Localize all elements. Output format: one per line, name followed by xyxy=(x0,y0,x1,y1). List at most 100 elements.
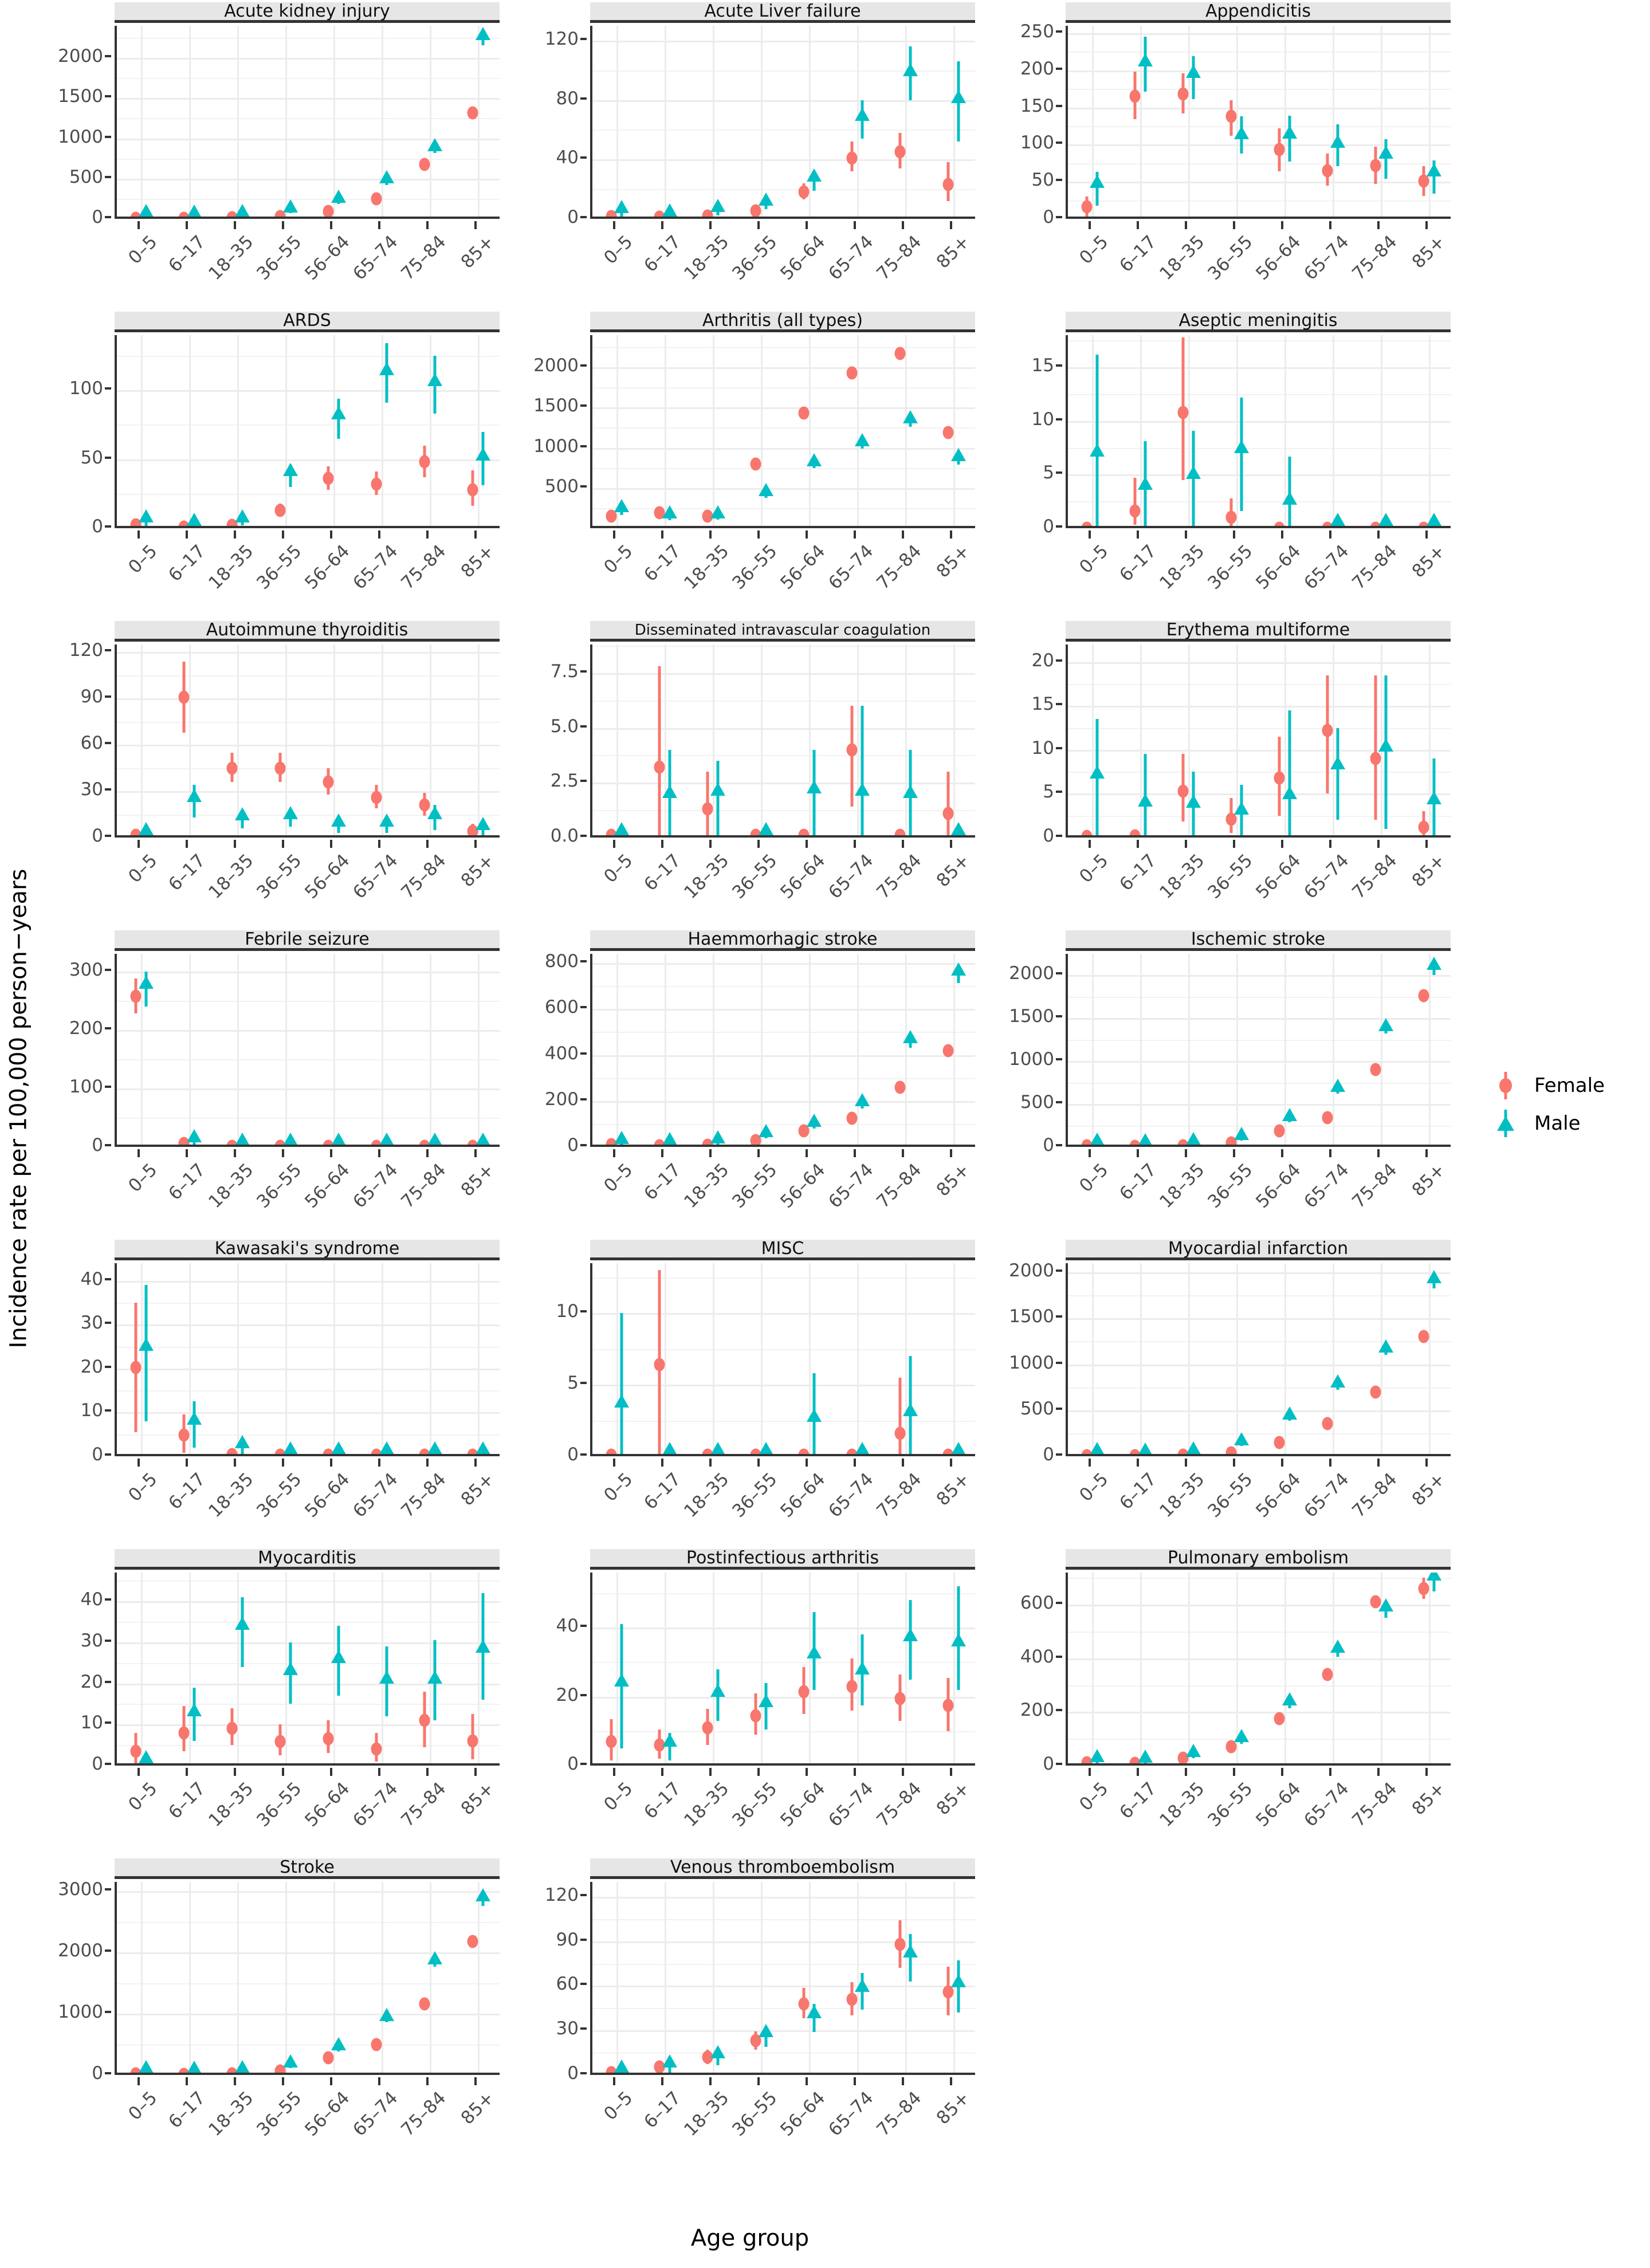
gridline-vertical xyxy=(1333,335,1334,526)
gridline-vertical xyxy=(1429,954,1431,1145)
gridline-vertical xyxy=(237,1573,239,1763)
gridline-vertical xyxy=(616,644,618,835)
gridline xyxy=(117,652,500,654)
gridline xyxy=(117,1642,500,1644)
x-tick-label: 56–64 xyxy=(1252,1469,1305,1522)
gridline-minor xyxy=(117,1000,500,1002)
y-tick-mark xyxy=(1056,659,1062,662)
gridline-vertical xyxy=(1140,1263,1142,1454)
data-point-male xyxy=(331,813,346,827)
x-tick-label: 85+ xyxy=(457,2088,498,2129)
y-tick-mark xyxy=(105,1409,111,1412)
gridline-minor xyxy=(592,1963,975,1965)
data-point-male xyxy=(807,1645,822,1659)
x-axis-labels: 0–5 6–17 18–35 36–55 56–64 65–74 75–84 85+ xyxy=(590,538,975,613)
x-axis-labels: 0–5 6–17 18–35 36–55 56–64 65–74 75–84 85+ xyxy=(115,538,500,613)
y-tick-label: 0 xyxy=(92,1135,103,1155)
y-tick-mark xyxy=(580,216,587,218)
data-point-male xyxy=(1234,1127,1249,1141)
x-tick-label: 85+ xyxy=(457,1159,498,1201)
y-tick-label: 20 xyxy=(1031,650,1054,671)
gridline-minor xyxy=(1068,200,1451,202)
y-tick-mark xyxy=(580,97,587,100)
x-tick-mark xyxy=(1281,530,1283,538)
y-tick-label: 30 xyxy=(80,1630,103,1651)
gridline-vertical xyxy=(953,26,955,217)
data-point-male xyxy=(476,27,490,41)
x-tick-mark xyxy=(186,1459,188,1467)
data-point-female xyxy=(1274,143,1285,156)
gridline xyxy=(592,1055,975,1057)
gridline-vertical xyxy=(1140,26,1142,217)
legend-label-female: Female xyxy=(1534,1074,1605,1097)
x-tick-label: 75–84 xyxy=(873,1159,926,1213)
x-axis-ticks xyxy=(115,1149,500,1158)
x-tick-mark xyxy=(138,1149,140,1157)
facet-strip: Kawasaki's syndrome xyxy=(115,1240,500,1260)
facet-strip: Ischemic stroke xyxy=(1066,930,1451,951)
gridline-vertical xyxy=(953,644,955,835)
gridline xyxy=(117,459,500,461)
error-bar xyxy=(1240,1444,1243,1447)
y-tick-mark xyxy=(580,670,587,673)
gridline xyxy=(1068,1272,1451,1275)
x-tick-label: 0–5 xyxy=(1075,850,1113,887)
data-point-male xyxy=(855,1092,870,1106)
x-tick-mark xyxy=(1137,1149,1139,1157)
x-tick-mark xyxy=(661,530,663,538)
y-tick-mark xyxy=(1056,703,1062,706)
data-point-female xyxy=(654,1738,665,1752)
gridline-minor xyxy=(117,675,500,677)
y-axis-ticks: 0 30 60 90 120 xyxy=(512,1880,588,2084)
gridline-minor xyxy=(117,1390,500,1392)
x-tick-label: 65–74 xyxy=(824,541,878,594)
x-tick-mark xyxy=(709,221,712,229)
data-point-female xyxy=(606,1138,617,1145)
gridline-vertical xyxy=(1236,335,1238,526)
data-point-female xyxy=(1177,784,1189,798)
plot-area xyxy=(590,335,975,528)
gridline-vertical xyxy=(237,954,239,1145)
y-tick-label: 0 xyxy=(567,2063,579,2084)
data-point-female xyxy=(1322,1417,1333,1430)
gridline-vertical xyxy=(382,335,383,526)
facet-panel: MISC 0 5 10 0–5 6–17 18–35 36–55 56–64 65–74 75–84… xyxy=(512,1240,988,1549)
legend-item-female[interactable]: Female xyxy=(1490,1067,1644,1104)
data-point-male xyxy=(476,1132,490,1145)
x-tick-mark xyxy=(1377,530,1380,538)
facet-title: Aseptic meningitis xyxy=(1178,310,1338,331)
y-tick-label: 40 xyxy=(556,147,579,168)
data-point-male xyxy=(1282,785,1297,799)
gridline xyxy=(1068,706,1451,708)
data-point-male xyxy=(331,1649,346,1663)
data-point-female xyxy=(419,1997,430,2011)
gridline xyxy=(1068,70,1451,72)
x-tick-mark xyxy=(661,2077,663,2085)
y-tick-label: 1000 xyxy=(533,435,579,457)
x-tick-mark xyxy=(950,221,952,229)
x-axis-labels: 0–5 6–17 18–35 36–55 56–64 65–74 75–84 85+ xyxy=(590,1776,975,1850)
data-point-male xyxy=(759,1693,773,1707)
facet-strip: Stroke xyxy=(115,1858,500,1879)
y-tick-label: 0 xyxy=(92,1754,103,1774)
y-tick-mark xyxy=(105,1598,111,1601)
female-circle-icon xyxy=(1490,1070,1522,1102)
gridline xyxy=(1068,1104,1451,1106)
facet-title: Postinfectious arthritis xyxy=(686,1547,879,1568)
x-tick-label: 6–17 xyxy=(640,541,685,586)
gridline-vertical xyxy=(430,335,431,526)
x-tick-label: 65–74 xyxy=(349,2088,402,2141)
x-axis-ticks xyxy=(1066,840,1451,849)
gridline-vertical xyxy=(478,1573,480,1763)
legend-item-male[interactable]: Male xyxy=(1490,1104,1644,1142)
y-tick-mark xyxy=(1056,67,1062,70)
data-point-male xyxy=(1186,465,1201,479)
plot-area xyxy=(590,26,975,219)
data-point-female xyxy=(942,1448,954,1454)
data-point-male xyxy=(710,1130,725,1144)
x-tick-label: 36–55 xyxy=(253,541,306,594)
x-tick-label: 75–84 xyxy=(1348,541,1401,594)
data-point-female xyxy=(1418,1582,1429,1595)
x-tick-label: 85+ xyxy=(932,850,974,891)
data-point-female xyxy=(1274,521,1285,526)
